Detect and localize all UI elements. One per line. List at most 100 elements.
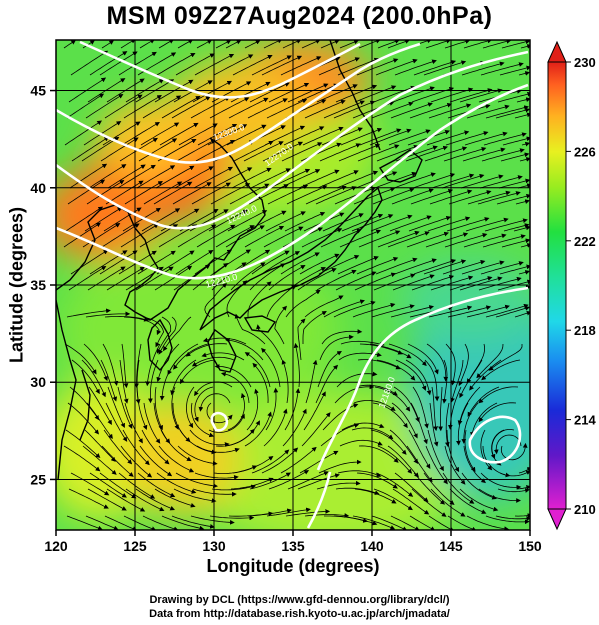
streamline bbox=[463, 445, 486, 484]
streamline bbox=[261, 347, 281, 388]
streamlines bbox=[63, 40, 530, 530]
streamline bbox=[438, 386, 443, 432]
colorbar-tick-label-4: 226 bbox=[574, 144, 596, 159]
streamline bbox=[282, 408, 307, 447]
streamline bbox=[171, 515, 215, 529]
streamline bbox=[211, 484, 256, 491]
streamline bbox=[476, 343, 504, 379]
streamline bbox=[480, 429, 493, 471]
streamline bbox=[265, 387, 279, 431]
streamline bbox=[484, 218, 528, 232]
streamline bbox=[409, 102, 453, 119]
streamline bbox=[495, 515, 530, 521]
streamline bbox=[156, 472, 197, 494]
streamline bbox=[372, 402, 408, 429]
streamline bbox=[82, 223, 121, 248]
streamline bbox=[353, 400, 396, 412]
streamline bbox=[390, 102, 433, 119]
streamline bbox=[99, 250, 138, 275]
streamline bbox=[215, 225, 255, 248]
streamline bbox=[83, 343, 108, 382]
streamline bbox=[334, 384, 375, 404]
contour-5 bbox=[316, 286, 529, 471]
colorbar-tick-label-5: 230 bbox=[574, 55, 596, 70]
streamline bbox=[323, 100, 365, 119]
streamline bbox=[357, 359, 401, 370]
streamline bbox=[194, 53, 235, 76]
streamline bbox=[262, 141, 304, 162]
streamline bbox=[341, 422, 385, 431]
streamline bbox=[431, 173, 475, 189]
streamline bbox=[297, 473, 340, 490]
streamline bbox=[410, 189, 454, 205]
streamline bbox=[500, 152, 530, 162]
streamline bbox=[390, 515, 420, 530]
streamline bbox=[514, 112, 530, 119]
streamline bbox=[358, 445, 399, 463]
streamline bbox=[318, 459, 362, 474]
streamline bbox=[102, 343, 119, 386]
streamline bbox=[392, 488, 430, 515]
streamline bbox=[351, 427, 394, 440]
streamline bbox=[213, 54, 254, 76]
streamline bbox=[250, 168, 291, 189]
streamline bbox=[71, 359, 100, 395]
streamline bbox=[104, 315, 149, 322]
streamline bbox=[134, 343, 142, 389]
streamline bbox=[85, 94, 124, 119]
streamline bbox=[336, 170, 379, 189]
streamline bbox=[405, 145, 448, 162]
streamline bbox=[213, 249, 251, 275]
colorbar-tick-label-3: 222 bbox=[574, 234, 596, 249]
streamline bbox=[465, 217, 509, 232]
streamline bbox=[424, 359, 440, 402]
streamline bbox=[394, 472, 429, 503]
streamline bbox=[410, 402, 428, 445]
streamline bbox=[337, 470, 382, 478]
x-tick-label-3: 135 bbox=[281, 538, 305, 554]
streamline bbox=[497, 279, 530, 291]
streamline bbox=[140, 122, 180, 146]
streamline bbox=[266, 98, 308, 119]
streamline bbox=[214, 364, 252, 388]
streamline bbox=[204, 282, 227, 318]
streamline bbox=[516, 485, 530, 490]
streamline bbox=[123, 316, 162, 336]
chart-title: MSM 09Z27Aug2024 (200.0hPa) bbox=[106, 2, 493, 30]
streamline bbox=[244, 411, 272, 447]
streamline bbox=[498, 178, 530, 189]
streamline bbox=[393, 172, 436, 189]
streamline bbox=[373, 273, 416, 291]
streamline bbox=[104, 515, 138, 530]
streamline bbox=[263, 40, 283, 49]
y-tick-label-1: 30 bbox=[30, 374, 46, 390]
low-contour bbox=[468, 415, 522, 464]
streamline bbox=[67, 402, 100, 435]
streamline bbox=[137, 472, 176, 498]
streamline bbox=[212, 167, 253, 189]
streamline bbox=[442, 472, 475, 504]
streamline bbox=[249, 82, 290, 103]
streamline bbox=[503, 223, 530, 232]
streamline bbox=[387, 40, 410, 49]
streamline bbox=[135, 488, 176, 511]
streamline bbox=[464, 131, 508, 146]
streamline bbox=[428, 103, 472, 119]
streamline bbox=[268, 82, 310, 103]
streamline bbox=[429, 402, 439, 447]
streamline bbox=[193, 166, 234, 189]
streamline bbox=[333, 300, 376, 318]
streamline bbox=[354, 272, 397, 291]
streamline bbox=[394, 258, 437, 275]
streamline bbox=[317, 170, 359, 189]
streamline bbox=[481, 148, 525, 162]
x-tick-label-6: 150 bbox=[518, 538, 542, 554]
streamline bbox=[248, 184, 289, 205]
streamline bbox=[142, 95, 182, 119]
streamline bbox=[337, 256, 379, 275]
streamline bbox=[302, 126, 344, 146]
streamline bbox=[89, 51, 128, 76]
streamline bbox=[457, 386, 481, 426]
colorbar-tick-label-1: 214 bbox=[574, 413, 596, 428]
